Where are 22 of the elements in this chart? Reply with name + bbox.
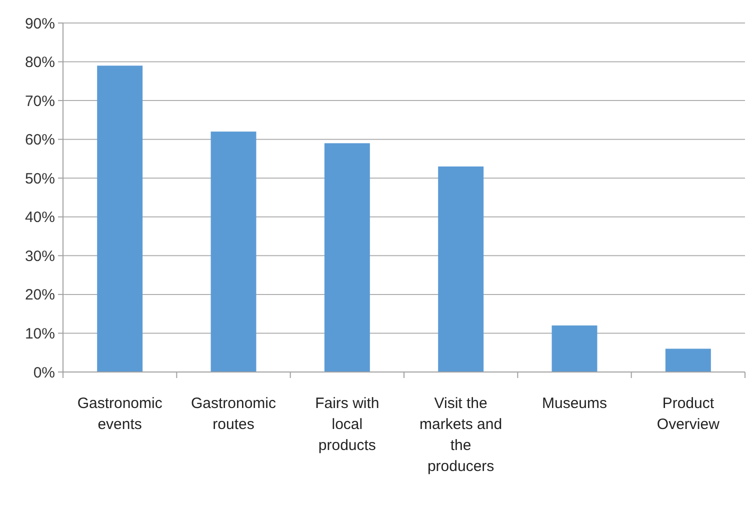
bar	[552, 325, 598, 372]
y-tick-label: 70%	[24, 92, 55, 110]
bar	[324, 143, 370, 372]
y-tick-label: 40%	[24, 209, 55, 226]
x-tick-label: Gastronomic routes	[190, 395, 277, 433]
y-tick-label: 60%	[24, 132, 55, 149]
x-tick-label: Museums	[542, 395, 608, 412]
x-tick-label: Gastronomic events	[77, 395, 163, 433]
bar	[665, 348, 711, 372]
bar	[210, 132, 256, 372]
y-tick-label: 10%	[24, 325, 55, 342]
y-tick-label: 50%	[24, 170, 55, 188]
bar	[438, 166, 484, 372]
y-tick-label: 30%	[24, 248, 55, 265]
y-tick-label: 80%	[24, 54, 55, 72]
bar	[97, 66, 143, 372]
x-tick-label: Product Overview	[656, 395, 720, 433]
y-tick-label: 90%	[24, 15, 55, 32]
x-tick-label: Visit the markets and the producers	[420, 395, 502, 475]
x-tick-label: Fairs with local products	[315, 395, 380, 454]
y-tick-label: 20%	[24, 286, 55, 304]
y-tick-label: 0%	[33, 364, 55, 382]
